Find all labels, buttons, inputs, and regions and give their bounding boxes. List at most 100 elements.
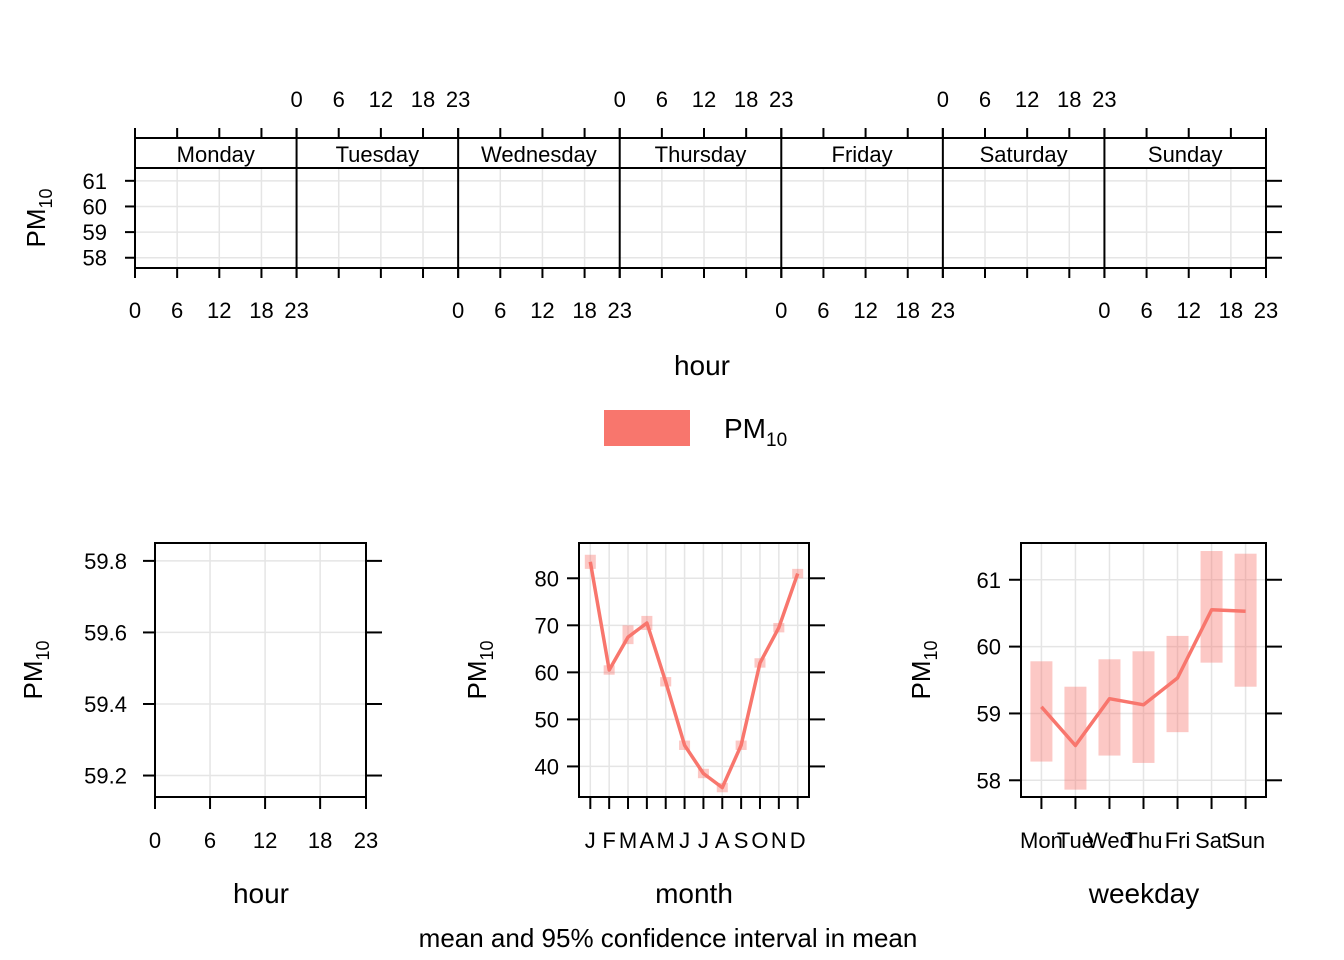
day-hour-x-tick-label: 12 — [1015, 87, 1039, 112]
month-y-tick-label: 50 — [535, 707, 559, 732]
day-hour-x-tick-label: 12 — [853, 298, 877, 323]
month-x-tick-label: J — [698, 828, 709, 853]
weekday-ci-bar — [1030, 661, 1053, 762]
month-x-tick-label: N — [771, 828, 787, 853]
figure-caption: mean and 95% confidence interval in mean — [419, 923, 918, 953]
month-ci-bar — [622, 625, 634, 645]
day-hour-y-tick-label: 58 — [83, 246, 107, 271]
hour-y-tick-label: 59.4 — [84, 692, 127, 717]
hour-x-tick-label: 0 — [149, 828, 161, 853]
month-y-tick-label: 70 — [535, 613, 559, 638]
day-hour-x-tick-label: 23 — [607, 298, 631, 323]
day-hour-x-tick-label: 6 — [333, 87, 345, 112]
day-hour-x-tick-label: 18 — [249, 298, 273, 323]
day-hour-y-tick-label: 61 — [83, 169, 107, 194]
weekday-y-tick-label: 61 — [977, 568, 1001, 593]
month-x-tick-label: J — [585, 828, 596, 853]
day-strip-label: Sunday — [1148, 142, 1223, 167]
month-mean-line — [588, 561, 800, 790]
weekday-ci-bar — [1234, 553, 1257, 687]
weekday-y-tick-label: 59 — [977, 701, 1001, 726]
day-hour-x-tick-label: 12 — [1176, 298, 1200, 323]
month-y-axis-label: PM10 — [462, 640, 497, 699]
day-hour-x-tick-label: 23 — [446, 87, 470, 112]
legend: PM10 — [604, 410, 787, 451]
day-hour-x-tick-label: 0 — [1098, 298, 1110, 323]
day-hour-x-tick-label: 18 — [1219, 298, 1243, 323]
month-x-tick-label: S — [734, 828, 749, 853]
day-hour-x-tick-label: 0 — [937, 87, 949, 112]
day-hour-panel: Monday 0 6 12 18 23 Tuesday 0 6 12 18 23 Wednesday 0 6… — [21, 87, 1282, 323]
day-hour-x-tick-label: 12 — [692, 87, 716, 112]
day-hour-x-tick-label: 0 — [614, 87, 626, 112]
day-hour-y-tick-label: 60 — [83, 194, 107, 219]
weekday-x-tick-label: Fri — [1165, 828, 1191, 853]
month-ci-bar — [792, 568, 804, 579]
weekday-ci-bar — [1200, 551, 1223, 663]
day-strip-label: Thursday — [655, 142, 747, 167]
weekday-y-tick-label: 58 — [977, 768, 1001, 793]
day-hour-x-tick-label: 12 — [207, 298, 231, 323]
hour-x-axis-label: hour — [233, 878, 289, 909]
day-hour-x-tick-label: 23 — [931, 298, 955, 323]
day-hour-x-tick-label: 6 — [656, 87, 668, 112]
month-x-axis-label: month — [655, 878, 733, 909]
day-strip-label: Tuesday — [336, 142, 420, 167]
hour-y-tick-label: 59.2 — [84, 764, 127, 789]
month-x-tick-label: D — [790, 828, 806, 853]
day-hour-x-tick-label: 6 — [979, 87, 991, 112]
day-hour-x-tick-label: 6 — [171, 298, 183, 323]
weekday-mean-line — [1040, 608, 1246, 748]
day-hour-x-tick-label: 0 — [452, 298, 464, 323]
legend-swatch — [604, 410, 690, 446]
day-strip-label: Saturday — [980, 142, 1068, 167]
weekday-ci-bar — [1064, 686, 1087, 790]
weekday-x-tick-label: Thu — [1125, 828, 1163, 853]
month-y-tick-label: 40 — [535, 754, 559, 779]
day-hour-x-tick-label: 23 — [1254, 298, 1278, 323]
weekday-y-axis-label: PM10 — [906, 640, 941, 699]
weekday-x-tick-label: Mon — [1020, 828, 1063, 853]
month-x-tick-label: F — [602, 828, 615, 853]
month-x-tick-label: A — [715, 828, 730, 853]
weekday-x-tick-label: Wed — [1087, 828, 1132, 853]
day-strip-label: Wednesday — [481, 142, 597, 167]
day-hour-x-tick-label: 18 — [572, 298, 596, 323]
day-hour-x-tick-label: 6 — [494, 298, 506, 323]
hour-y-tick-label: 59.6 — [84, 620, 127, 645]
day-hour-y-tick-label: 59 — [83, 220, 107, 245]
day-hour-x-tick-label: 0 — [129, 298, 141, 323]
day-hour-x-tick-label: 18 — [1057, 87, 1081, 112]
day-hour-x-tick-label: 0 — [775, 298, 787, 323]
month-y-tick-label: 80 — [535, 566, 559, 591]
weekday-x-tick-label: Sat — [1195, 828, 1228, 853]
weekday-ci-bar — [1098, 659, 1121, 756]
day-hour-x-tick-label: 23 — [769, 87, 793, 112]
day-strip-label: Monday — [177, 142, 255, 167]
day-hour-y-axis-label: PM10 — [21, 188, 56, 247]
month-x-tick-label: J — [679, 828, 690, 853]
day-strip-label: Friday — [832, 142, 893, 167]
hour-y-tick-label: 59.8 — [84, 549, 127, 574]
month-x-tick-label: O — [751, 828, 768, 853]
month-y-tick-label: 60 — [535, 660, 559, 685]
month-x-tick-label: A — [640, 828, 655, 853]
day-hour-x-tick-label: 12 — [369, 87, 393, 112]
weekday-x-tick-label: Tue — [1057, 828, 1094, 853]
day-hour-x-tick-label: 23 — [1092, 87, 1116, 112]
weekday-ci-bar — [1166, 635, 1189, 733]
weekday-y-tick-label: 60 — [977, 635, 1001, 660]
hour-y-axis-label: PM10 — [18, 640, 53, 699]
month-x-tick-label: M — [657, 828, 675, 853]
day-hour-x-tick-label: 23 — [284, 298, 308, 323]
hour-x-tick-label: 18 — [308, 828, 332, 853]
hour-panel: 0 6 12 18 23 59.2 59.4 59.6 59.8 PM10 — [18, 542, 382, 853]
month-frame — [578, 542, 810, 798]
weekday-x-axis-label: weekday — [1088, 878, 1200, 909]
day-hour-x-tick-label: 6 — [817, 298, 829, 323]
day-hour-frame — [134, 137, 1267, 269]
day-hour-x-tick-label: 12 — [530, 298, 554, 323]
legend-label: PM10 — [724, 413, 787, 451]
